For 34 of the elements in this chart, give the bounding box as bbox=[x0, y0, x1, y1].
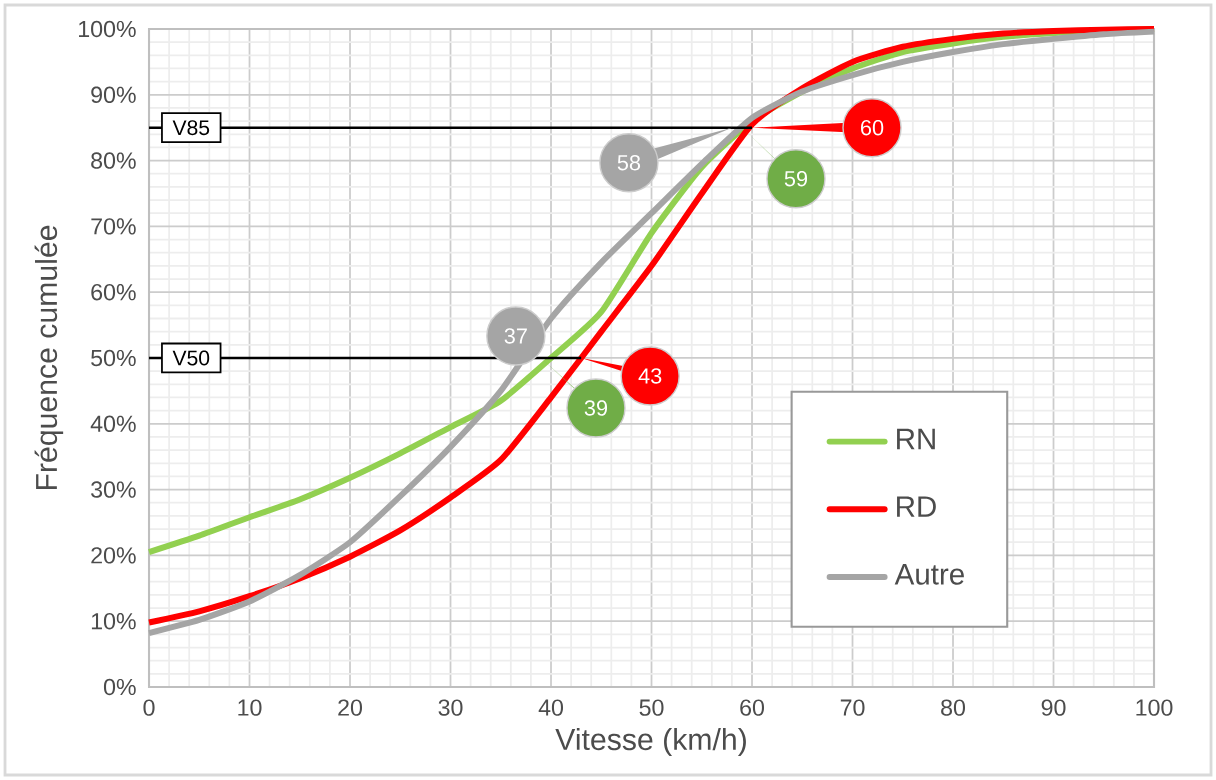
y-tick-label: 90% bbox=[91, 86, 136, 103]
y-tick-label: 40% bbox=[90, 415, 136, 432]
x-tick-label: 40 bbox=[538, 699, 564, 716]
y-tick-label: 30% bbox=[91, 481, 136, 498]
x-tick-label: 100 bbox=[1136, 699, 1173, 716]
x-tick-label: 0 bbox=[143, 699, 155, 716]
annotation: 37 bbox=[504, 328, 527, 344]
x-tick-label: 10 bbox=[238, 699, 262, 716]
y-tick-label: 70% bbox=[91, 218, 136, 235]
x-tick-label: 20 bbox=[338, 699, 363, 716]
annotation: 39 bbox=[584, 400, 608, 416]
y-tick-label: 20% bbox=[91, 547, 136, 564]
annotation: 59 bbox=[784, 170, 808, 187]
x-tick-label: 60 bbox=[740, 699, 765, 716]
x-axis-title: Vitesse (km/h) bbox=[555, 727, 746, 757]
legend-label: RN bbox=[897, 428, 935, 450]
legend-label: RD bbox=[897, 496, 936, 517]
y-tick-label: 80% bbox=[91, 152, 136, 169]
annotation: 60 bbox=[861, 119, 884, 136]
y-tick-label: 0% bbox=[103, 678, 136, 696]
x-tick-label: 70 bbox=[840, 699, 865, 716]
ref-line-label: V85 bbox=[172, 120, 210, 136]
y-tick-label: 60% bbox=[91, 283, 136, 301]
x-tick-label: 50 bbox=[639, 699, 664, 716]
annotation: 58 bbox=[617, 154, 641, 171]
x-tick-label: 90 bbox=[1041, 699, 1066, 716]
x-tick-label: 30 bbox=[438, 699, 463, 716]
legend-label: Autre bbox=[894, 564, 964, 585]
y-axis-title: Fréquence cumulée bbox=[34, 225, 64, 490]
y-tick-label: 100% bbox=[79, 20, 136, 38]
x-tick-label: 80 bbox=[941, 699, 966, 716]
y-tick-label: 10% bbox=[91, 612, 136, 630]
ref-line-label: V50 bbox=[172, 350, 210, 366]
y-tick-label: 50% bbox=[91, 349, 136, 367]
